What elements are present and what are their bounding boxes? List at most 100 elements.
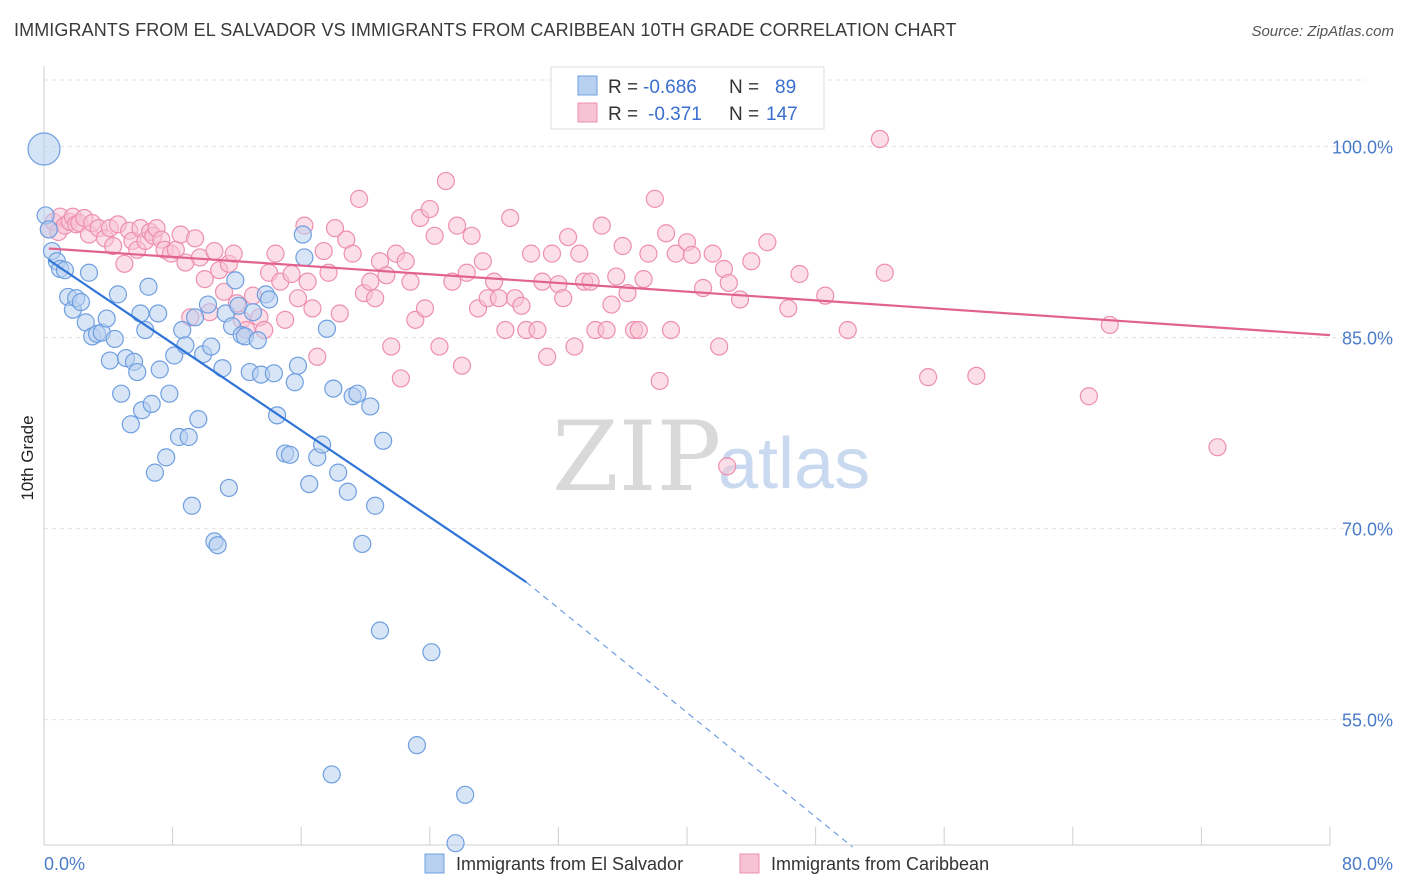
el-salvador-point-83 xyxy=(407,736,427,755)
y-tick-label-3: 100.0% xyxy=(1332,138,1393,158)
legend-swatch-el-salvador xyxy=(577,75,598,96)
el-salvador-point-68 xyxy=(295,248,314,267)
caribbean-point-131 xyxy=(719,273,738,293)
watermark-zip: ZIP xyxy=(552,401,721,513)
caribbean-point-120 xyxy=(645,189,664,208)
caribbean-point-110 xyxy=(592,216,611,235)
y-tick-labels: 55.0% 70.0% 85.0% 100.0% xyxy=(1332,138,1393,731)
el-salvador-point-9 xyxy=(71,292,91,312)
el-salvador-point-34 xyxy=(165,346,184,365)
source-credit: Source: ZipAtlas.com xyxy=(1251,23,1394,40)
caribbean-point-72 xyxy=(391,369,410,388)
el-salvador-point-85 xyxy=(456,785,475,804)
x-tick-label-0: 0.0% xyxy=(44,854,85,874)
bottom-legend-label-el-salvador: Immigrants from El Salvador xyxy=(456,854,683,874)
x-tick-label-1: 80.0% xyxy=(1342,854,1393,874)
el-salvador-point-19 xyxy=(112,384,131,403)
el-salvador-point-27 xyxy=(139,277,158,296)
caribbean-point-85 xyxy=(457,263,476,282)
legend-r-value-2: -0.371 xyxy=(648,104,702,125)
series-el-salvador-points xyxy=(27,132,475,853)
el-salvador-point-69 xyxy=(300,475,319,494)
el-salvador-point-11 xyxy=(79,263,99,282)
x-tick-labels: 0.0% 80.0% xyxy=(44,854,1393,874)
el-salvador-point-44 xyxy=(202,337,221,356)
el-salvador-point-87 xyxy=(446,834,465,853)
caribbean-point-79 xyxy=(425,226,444,245)
caribbean-point-133 xyxy=(742,252,761,271)
bottom-legend-swatch-caribbean xyxy=(739,853,760,874)
caribbean-point-136 xyxy=(790,264,809,284)
caribbean-point-118 xyxy=(634,269,653,289)
el-salvador-point-84 xyxy=(422,643,441,662)
el-salvador-point-40 xyxy=(186,308,205,327)
trend-line-el-salvador-extension xyxy=(525,581,853,848)
caribbean-point-117 xyxy=(629,320,648,340)
caribbean-point-88 xyxy=(473,252,492,271)
el-salvador-point-36 xyxy=(173,320,192,340)
el-salvador-point-38 xyxy=(179,427,198,447)
el-salvador-point-77 xyxy=(348,384,367,403)
el-salvador-point-78 xyxy=(353,534,372,554)
caribbean-point-56 xyxy=(303,299,322,318)
legend-n-label-2: N = xyxy=(729,104,759,125)
el-salvador-point-79 xyxy=(361,397,380,416)
caribbean-point-134 xyxy=(758,233,777,252)
caribbean-point-60 xyxy=(325,219,345,238)
y-tick-label-1: 70.0% xyxy=(1342,520,1393,540)
el-salvador-point-80 xyxy=(366,496,385,515)
caribbean-point-69 xyxy=(377,266,396,285)
el-salvador-point-81 xyxy=(370,621,390,640)
caribbean-point-35 xyxy=(195,269,214,289)
el-salvador-point-15 xyxy=(97,309,116,328)
caribbean-point-17 xyxy=(115,254,134,273)
caribbean-point-113 xyxy=(607,267,626,286)
caribbean-point-111 xyxy=(597,320,616,340)
caribbean-point-67 xyxy=(366,289,385,308)
caribbean-point-73 xyxy=(396,252,415,271)
caribbean-point-90 xyxy=(485,272,504,291)
el-salvador-point-16 xyxy=(100,351,120,370)
legend-n-label-1: N = xyxy=(729,77,759,98)
caribbean-point-55 xyxy=(298,272,317,291)
el-salvador-point-24 xyxy=(131,304,150,323)
el-salvador-point-32 xyxy=(157,448,176,467)
caribbean-point-143 xyxy=(1208,438,1227,457)
y-tick-label-0: 55.0% xyxy=(1342,711,1393,731)
caribbean-point-144 xyxy=(870,129,890,149)
y-axis-title: 10th Grade xyxy=(18,415,37,500)
el-salvador-point-56 xyxy=(243,303,263,322)
trend-lines xyxy=(48,247,1331,848)
el-salvador-point-61 xyxy=(264,364,283,383)
caribbean-point-128 xyxy=(703,244,722,263)
caribbean-point-70 xyxy=(382,337,401,356)
caribbean-point-78 xyxy=(420,199,439,219)
caribbean-point-103 xyxy=(554,289,573,308)
caribbean-point-81 xyxy=(436,171,455,191)
el-salvador-point-75 xyxy=(338,482,357,501)
el-salvador-point-17 xyxy=(105,329,124,349)
el-salvador-point-46 xyxy=(208,536,227,555)
el-salvador-point-23 xyxy=(128,362,147,382)
caribbean-point-93 xyxy=(501,208,520,228)
el-salvador-point-21 xyxy=(121,415,140,434)
el-salvador-point-67 xyxy=(293,225,312,244)
series-legend: Immigrants from El Salvador Immigrants f… xyxy=(424,853,989,874)
caribbean-point-57 xyxy=(308,347,327,366)
caribbean-point-98 xyxy=(528,320,547,340)
legend-r-label-1: R = xyxy=(608,77,638,98)
caribbean-point-82 xyxy=(443,272,462,291)
legend-r-value-1: -0.686 xyxy=(643,77,697,98)
caribbean-point-63 xyxy=(343,244,362,263)
caribbean-point-97 xyxy=(521,244,541,263)
el-salvador-point-51 xyxy=(226,271,245,290)
legend-r-label-2: R = xyxy=(608,104,638,125)
caribbean-point-15 xyxy=(104,236,123,256)
trend-line-el-salvador xyxy=(48,259,527,584)
caribbean-point-53 xyxy=(288,289,308,308)
caribbean-point-92 xyxy=(496,320,515,340)
caribbean-point-86 xyxy=(462,226,481,245)
caribbean-point-138 xyxy=(838,320,857,340)
caribbean-point-132 xyxy=(730,290,750,309)
caribbean-point-83 xyxy=(448,216,467,235)
